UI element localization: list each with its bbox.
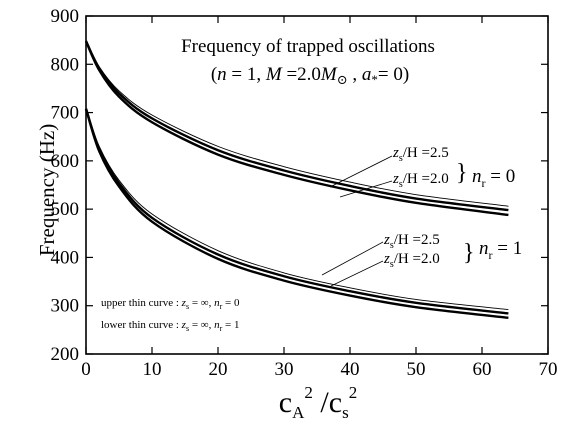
leader-line-0 <box>329 155 393 188</box>
curve-nr0-thick-2 <box>84 40 509 217</box>
tick-labels: 0 10 20 30 40 50 60 70 200 300 400 500 600 700 800 900 <box>51 6 558 380</box>
leader-line-2 <box>321 241 384 276</box>
chart-title-line1: Frequency of trapped oscillations <box>181 36 435 57</box>
chart-title-line2: (n = 1, M =2.0M⊙ , a*= 0) <box>211 64 409 87</box>
legend-upper-thin: upper thin curve : zs = ∞, nr = 0 <box>101 297 240 311</box>
x-tick-label: 20 <box>209 359 228 380</box>
legend-lower-thin: lower thin curve : zs = ∞, nr = 1 <box>101 319 240 333</box>
y-tick-label: 800 <box>51 54 80 75</box>
label-zs-2-0-nr0: zs/H =2.0 <box>392 171 449 190</box>
y-tick-label: 900 <box>51 6 80 27</box>
brace-nr1: } <box>463 240 475 266</box>
x-tick-label: 60 <box>473 359 492 380</box>
y-tick-label: 600 <box>51 151 80 172</box>
curve-nr1-thick-5 <box>84 108 509 319</box>
label-nr-0: nr = 0 <box>472 166 515 190</box>
y-axis-label: Frequency (Hz) <box>35 124 59 256</box>
y-tick-label: 300 <box>51 296 80 317</box>
curve-nr1-thick-4 <box>84 108 509 315</box>
label-zs-2-5-nr0: zs/H =2.5 <box>392 145 449 164</box>
curve-nr0-thick-1 <box>84 40 509 212</box>
leader-line-3 <box>330 260 384 287</box>
annotation-leaders <box>321 155 393 287</box>
y-tick-label: 700 <box>51 103 80 124</box>
x-tick-label: 50 <box>407 359 426 380</box>
x-tick-label: 40 <box>341 359 360 380</box>
label-zs-2-5-nr1: zs/H =2.5 <box>383 232 440 251</box>
axis-ticks <box>85 15 549 355</box>
x-tick-label: 70 <box>539 359 558 380</box>
y-tick-label: 500 <box>51 199 80 220</box>
y-tick-label: 400 <box>51 247 80 268</box>
x-tick-label: 0 <box>81 359 91 380</box>
x-axis-label: cA2 /cs2 <box>279 383 357 422</box>
label-nr-1: nr = 1 <box>479 238 522 262</box>
curve-nr1-thin-3 <box>85 108 509 311</box>
plot-frame <box>85 15 549 355</box>
x-tick-label: 10 <box>143 359 162 380</box>
y-tick-label: 200 <box>51 344 80 365</box>
label-zs-2-0-nr1: zs/H =2.0 <box>383 251 440 270</box>
leader-line-1 <box>339 180 393 198</box>
x-tick-label: 30 <box>275 359 294 380</box>
brace-nr0: } <box>456 160 468 186</box>
data-curves <box>84 40 509 319</box>
